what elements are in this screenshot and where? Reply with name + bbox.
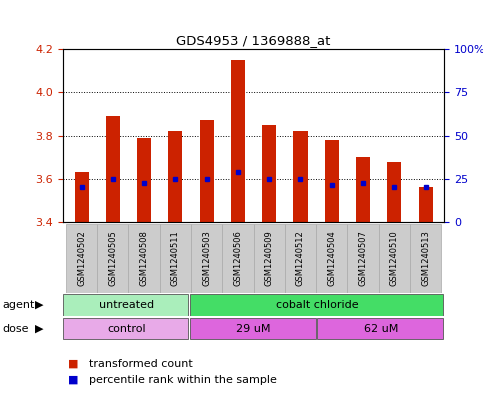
- Text: control: control: [107, 323, 146, 334]
- Text: GSM1240513: GSM1240513: [421, 230, 430, 286]
- Bar: [66, 224, 97, 293]
- Bar: [387, 162, 401, 222]
- Bar: [254, 224, 285, 293]
- Text: GSM1240502: GSM1240502: [77, 231, 86, 286]
- Text: 62 uM: 62 uM: [364, 323, 398, 334]
- Text: ▶: ▶: [35, 300, 44, 310]
- Bar: [160, 224, 191, 293]
- Text: GSM1240508: GSM1240508: [140, 230, 149, 286]
- Text: percentile rank within the sample: percentile rank within the sample: [89, 375, 277, 385]
- Bar: [347, 224, 379, 293]
- Text: ■: ■: [68, 375, 78, 385]
- Text: GSM1240506: GSM1240506: [233, 230, 242, 286]
- Text: cobalt chloride: cobalt chloride: [276, 300, 358, 310]
- Bar: [285, 224, 316, 293]
- Bar: [191, 224, 222, 293]
- Text: untreated: untreated: [99, 300, 154, 310]
- Bar: [190, 294, 443, 316]
- Bar: [222, 224, 254, 293]
- Bar: [419, 187, 433, 222]
- Text: ■: ■: [68, 358, 78, 369]
- Bar: [356, 157, 370, 222]
- Bar: [63, 294, 188, 316]
- Bar: [74, 172, 88, 222]
- Text: transformed count: transformed count: [89, 358, 193, 369]
- Bar: [325, 140, 339, 222]
- Bar: [128, 224, 160, 293]
- Text: 29 uM: 29 uM: [236, 323, 271, 334]
- Bar: [169, 131, 183, 222]
- Text: agent: agent: [2, 300, 35, 310]
- Text: ▶: ▶: [35, 323, 44, 334]
- Bar: [262, 125, 276, 222]
- Title: GDS4953 / 1369888_at: GDS4953 / 1369888_at: [176, 33, 331, 46]
- Bar: [97, 224, 128, 293]
- Bar: [410, 224, 441, 293]
- Text: GSM1240512: GSM1240512: [296, 231, 305, 286]
- Bar: [294, 131, 308, 222]
- Text: GSM1240510: GSM1240510: [390, 231, 399, 286]
- Bar: [106, 116, 120, 222]
- Bar: [137, 138, 151, 222]
- Bar: [317, 318, 443, 339]
- Bar: [190, 318, 315, 339]
- Bar: [379, 224, 410, 293]
- Text: GSM1240504: GSM1240504: [327, 231, 336, 286]
- Text: GSM1240509: GSM1240509: [265, 231, 274, 286]
- Text: GSM1240511: GSM1240511: [171, 231, 180, 286]
- Text: GSM1240505: GSM1240505: [108, 231, 117, 286]
- Bar: [63, 318, 188, 339]
- Text: dose: dose: [2, 323, 29, 334]
- Bar: [231, 60, 245, 222]
- Bar: [199, 120, 213, 222]
- Bar: [316, 224, 347, 293]
- Text: GSM1240507: GSM1240507: [358, 230, 368, 286]
- Text: GSM1240503: GSM1240503: [202, 230, 211, 286]
